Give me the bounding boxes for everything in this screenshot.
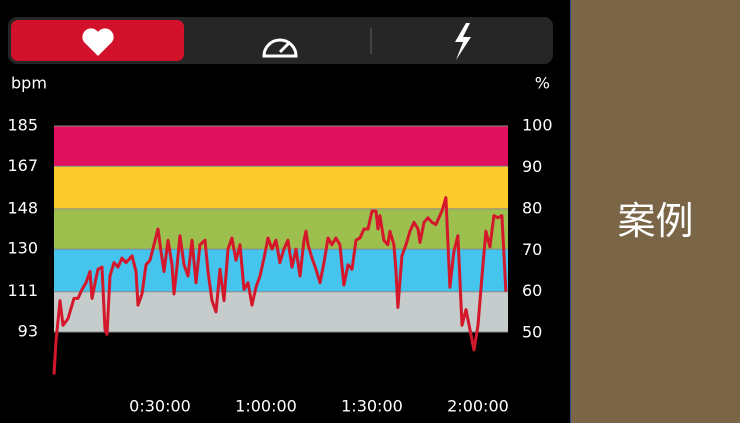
x-tick-label: 0:30:00 xyxy=(129,397,191,416)
zone-band xyxy=(54,208,508,250)
x-tick-label: 1:30:00 xyxy=(341,397,403,416)
y2-tick-label: 50 xyxy=(522,323,542,342)
y2-tick-label: 100 xyxy=(522,116,553,135)
x-tick-label: 2:00:00 xyxy=(447,397,509,416)
side-panel: 案例 xyxy=(570,0,740,423)
y-tick-label: 130 xyxy=(7,239,38,258)
x-tick-label: 1:00:00 xyxy=(235,397,297,416)
y2-tick-label: 70 xyxy=(522,240,542,259)
y-tick-label: 167 xyxy=(7,156,38,175)
heart-rate-line xyxy=(52,196,508,375)
y-tick-label: 93 xyxy=(18,321,38,340)
y-tick-label: 185 xyxy=(7,115,38,134)
side-label: 案例 xyxy=(617,199,694,243)
y2-tick-label: 60 xyxy=(522,281,542,300)
zone-band xyxy=(54,166,508,209)
chart: bpm % 93 111 130 148 167 185 50 60 70 80 90 100 0:30… xyxy=(7,17,553,416)
y-axis-label: bpm xyxy=(11,74,47,93)
y2-tick-label: 80 xyxy=(522,198,542,217)
y2-axis-label: % xyxy=(535,74,550,93)
y2-tick-label: 90 xyxy=(522,157,542,176)
y-tick-label: 148 xyxy=(7,198,38,217)
zone-band xyxy=(54,125,508,167)
heart-icon xyxy=(82,28,114,56)
y-tick-label: 111 xyxy=(7,281,38,300)
zone-band xyxy=(54,291,508,332)
tab-gauge[interactable] xyxy=(262,38,298,58)
tab-power[interactable] xyxy=(455,23,471,60)
